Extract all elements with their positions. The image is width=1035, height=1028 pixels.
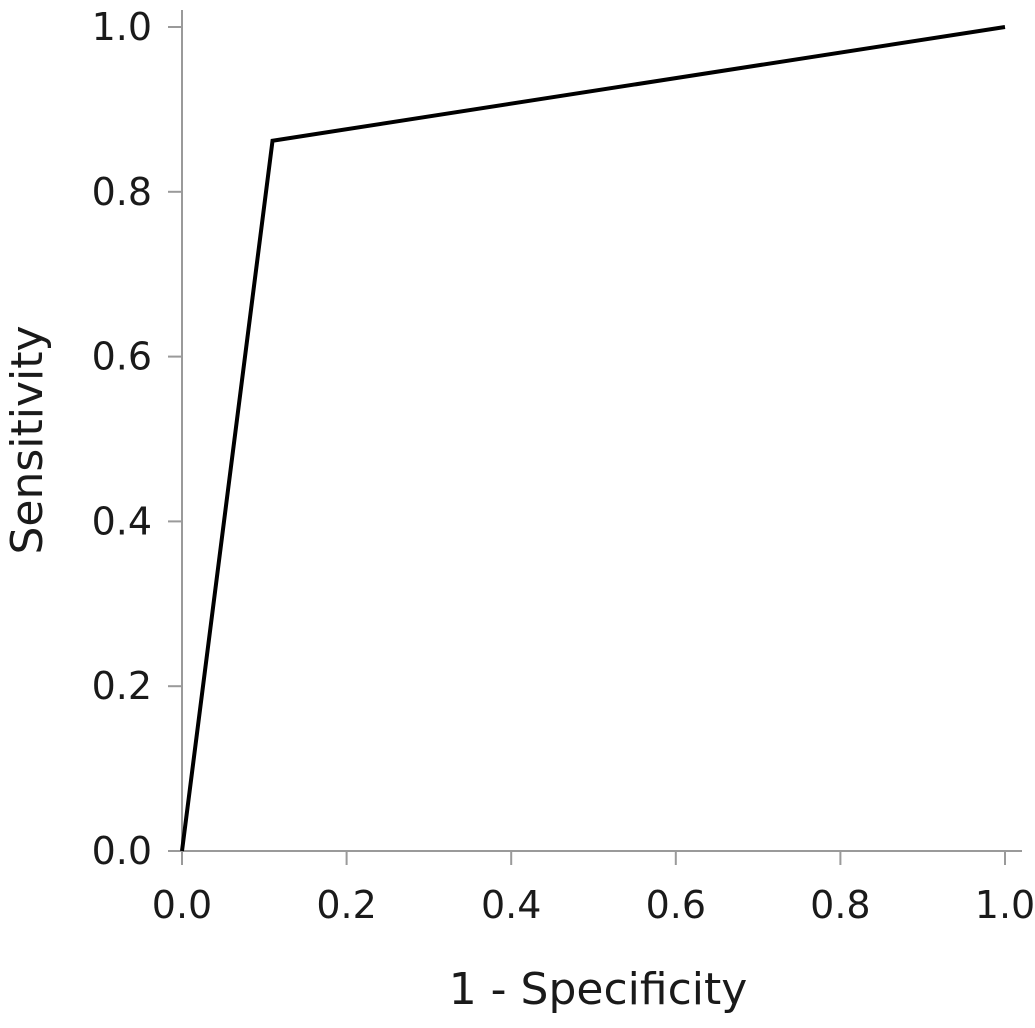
roc-curve-line	[180, 25, 1006, 852]
x-axis-title: 1 - Specificity	[449, 964, 748, 1015]
y-tick-label: 0.2	[92, 664, 152, 708]
x-tick-label: 0.6	[646, 883, 706, 927]
x-tick-label: 1.0	[975, 883, 1035, 927]
x-tick-label: 0.8	[810, 883, 870, 927]
y-axis-title: Sensitivity	[2, 325, 53, 554]
ticks: 0.0 0.2 0.4 0.6 0.8 1.0 0.0 0.2 0.4 0.6 0.8 1.0	[92, 5, 1035, 927]
axes	[181, 10, 1022, 852]
x-tick-label: 0.2	[316, 883, 376, 927]
y-tick-label: 0.0	[92, 829, 152, 873]
y-tick-label: 1.0	[92, 5, 152, 49]
y-tick-label: 0.4	[92, 499, 152, 543]
y-tick-label: 0.8	[92, 170, 152, 214]
x-tick-label: 0.4	[481, 883, 541, 927]
y-tick-label: 0.6	[92, 335, 152, 379]
x-tick-label: 0.0	[152, 883, 212, 927]
series-layer	[180, 25, 1006, 852]
